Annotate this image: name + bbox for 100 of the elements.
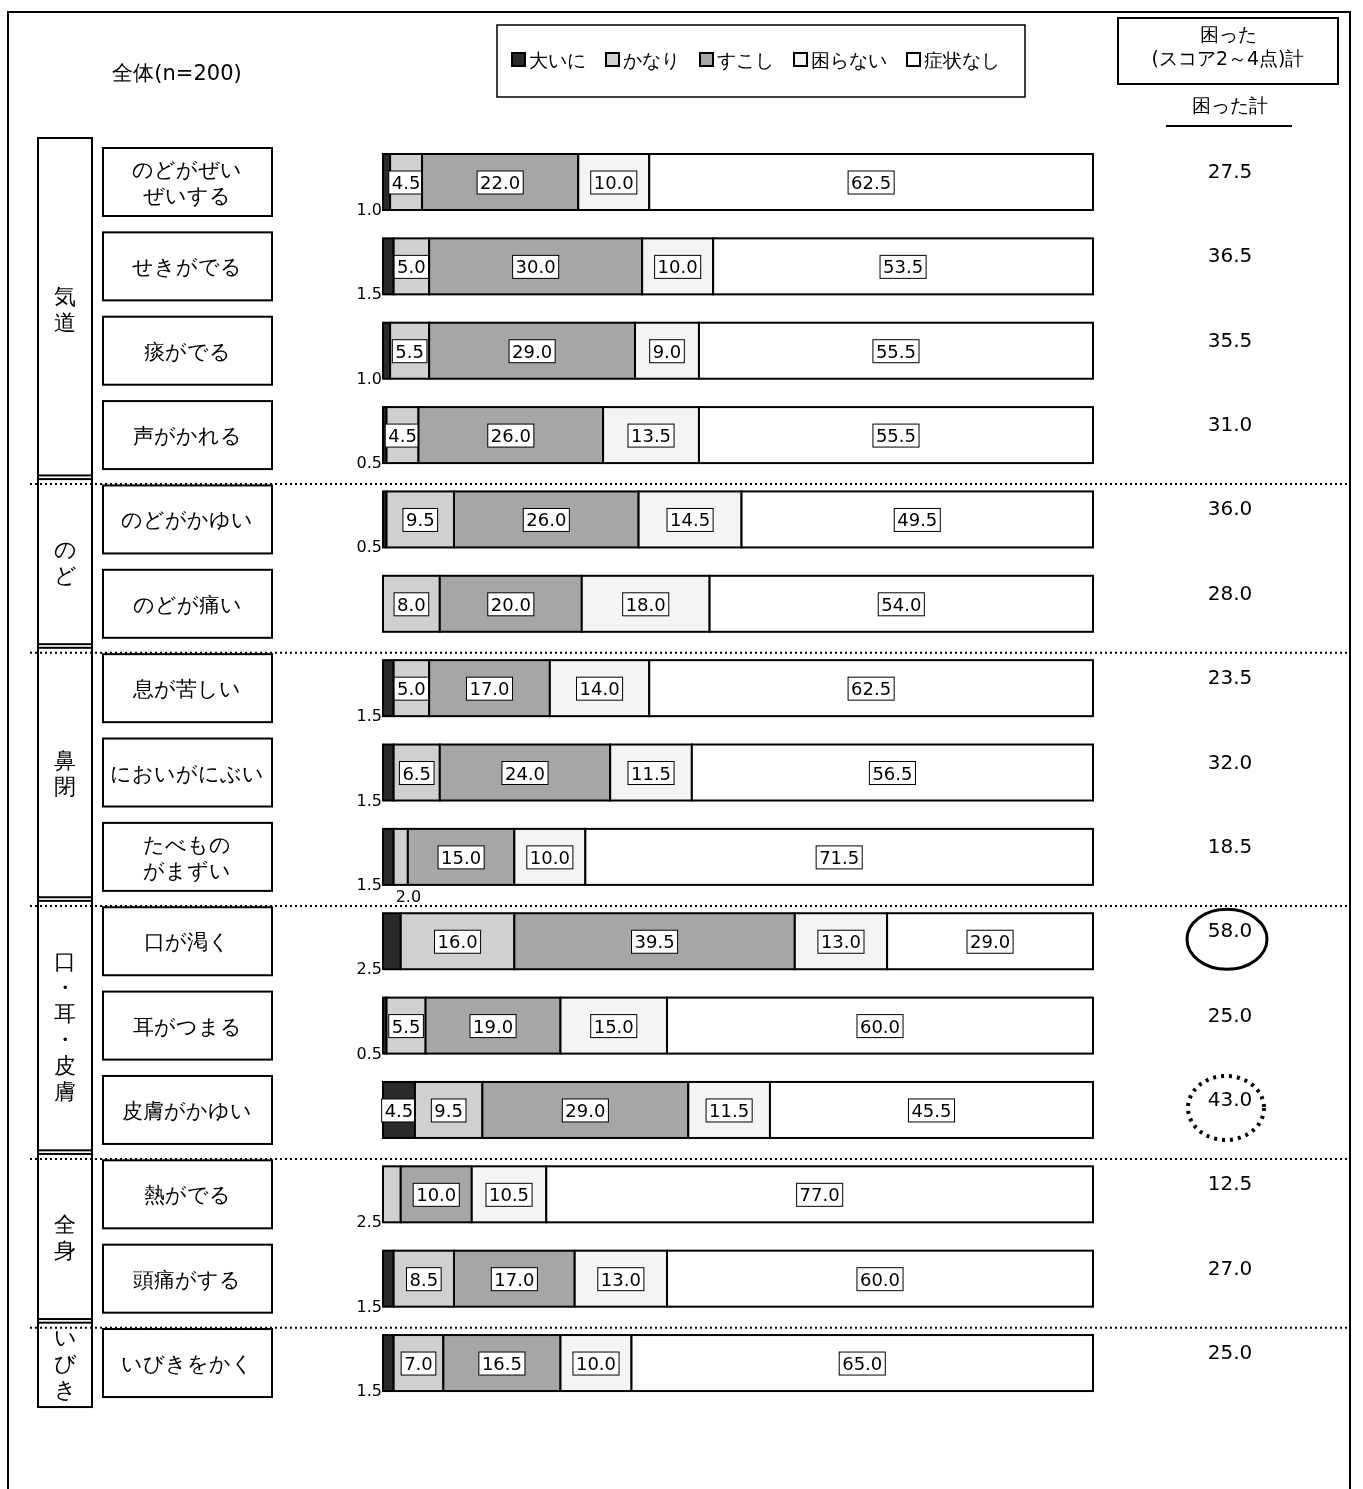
data-label: 29.0 — [970, 931, 1011, 953]
y-tick-label: においがにぶい — [110, 761, 264, 786]
data-label: 2.5 — [356, 959, 382, 979]
data-label: 6.5 — [402, 762, 432, 784]
y-tick-label: せきがでる — [132, 255, 242, 280]
data-label: 4.5 — [391, 172, 421, 193]
data-label: 14.5 — [670, 509, 711, 531]
data-label: 10.0 — [657, 256, 698, 278]
data-label: 60.0 — [859, 1015, 901, 1037]
data-label: 17.0 — [469, 678, 510, 700]
data-label: 10.0 — [529, 846, 570, 868]
y-tick-label: 声がかれる — [132, 424, 242, 449]
y-tick-label: 息が苦しい — [132, 677, 241, 702]
data-label: 62.5 — [851, 172, 892, 193]
text: 35.5 — [1207, 327, 1253, 352]
data-label: 29.0 — [512, 340, 553, 362]
text: 36.0 — [1207, 496, 1253, 521]
y-tick-label: のどが痛い — [132, 592, 242, 617]
data-label: 5.5 — [395, 340, 424, 362]
text: 32.0 — [1207, 749, 1253, 774]
data-label: 9.5 — [405, 509, 435, 531]
text: 口・耳・皮膚 — [54, 948, 76, 1104]
text: 困った (スコア2～4点)計 — [1151, 23, 1305, 69]
data-label: 11.5 — [709, 1099, 750, 1121]
legend-label: すこし — [717, 49, 774, 71]
y-tick-label: たべものがまずい — [143, 832, 231, 883]
data-label: 5.5 — [391, 1015, 421, 1037]
legend-label: 症状なし — [924, 49, 1000, 71]
data-label: 10.0 — [575, 1353, 617, 1375]
text: 23.5 — [1207, 665, 1253, 690]
text: 31.0 — [1207, 412, 1253, 437]
data-label: 16.5 — [481, 1353, 522, 1375]
y-tick-label: 耳がつまる — [132, 1014, 242, 1039]
data-label: 62.5 — [851, 678, 892, 700]
data-label: 10.0 — [416, 1184, 457, 1206]
data-label: 39.5 — [634, 931, 675, 953]
data-label: 0.5 — [356, 537, 382, 557]
text: 困った計 — [1192, 94, 1268, 116]
data-label: 15.0 — [593, 1015, 634, 1037]
data-label: 0.5 — [356, 1043, 382, 1063]
data-label: 53.5 — [883, 256, 924, 278]
data-label: 1.0 — [356, 200, 382, 219]
text: 43.0 — [1207, 1086, 1253, 1111]
data-label: 1.5 — [356, 1296, 382, 1316]
data-label: 55.5 — [875, 340, 917, 362]
data-label: 14.0 — [579, 678, 620, 700]
data-label: 9.0 — [652, 340, 682, 362]
text: 28.0 — [1207, 580, 1253, 605]
y-tick-label: いびきをかく — [121, 1352, 253, 1377]
data-label: 1.5 — [356, 284, 382, 304]
data-label: 16.0 — [437, 931, 478, 953]
data-label: 8.0 — [397, 593, 426, 615]
data-label: 10.5 — [488, 1184, 530, 1206]
text: のど — [53, 536, 77, 588]
data-label: 49.5 — [897, 509, 938, 531]
data-label: 54.0 — [881, 593, 922, 615]
data-label: 5.0 — [397, 256, 426, 278]
data-label: 4.5 — [388, 425, 417, 447]
data-label: 65.0 — [842, 1353, 883, 1375]
y-tick-label: 口が渇く — [144, 930, 230, 955]
data-label: 56.5 — [872, 762, 913, 784]
text: いびき — [53, 1325, 77, 1403]
data-label: 1.0 — [356, 368, 382, 388]
legend-label: 困らない — [811, 49, 887, 71]
text: 全体(n=200) — [112, 61, 242, 85]
data-label: 30.0 — [515, 256, 556, 278]
legend-label: 大いに — [529, 49, 586, 71]
text: 18.5 — [1207, 833, 1253, 858]
y-tick-label: 痰がでる — [143, 339, 231, 364]
text: 27.0 — [1207, 1255, 1253, 1280]
data-label: 7.0 — [404, 1353, 433, 1375]
text: 鼻閉 — [54, 747, 76, 799]
data-label: 71.5 — [819, 846, 860, 868]
data-label: 1.5 — [356, 706, 382, 726]
data-label: 1.5 — [356, 874, 382, 894]
data-label: 13.5 — [630, 425, 672, 447]
text: 27.5 — [1207, 159, 1253, 183]
data-label: 13.0 — [820, 931, 861, 953]
data-label: 9.5 — [434, 1099, 463, 1121]
text: 25.0 — [1207, 1340, 1253, 1365]
data-label: 8.5 — [409, 1268, 439, 1290]
y-tick-label: 頭痛がする — [133, 1267, 241, 1292]
y-tick-label: 熱がでる — [143, 1183, 231, 1208]
data-label: 26.0 — [526, 509, 567, 531]
data-label: 1.5 — [356, 1381, 382, 1401]
y-tick-label: 皮膚がかゆい — [122, 1098, 252, 1123]
data-label: 0.5 — [356, 453, 382, 473]
data-label: 45.5 — [911, 1099, 952, 1121]
text: 全身 — [54, 1211, 76, 1263]
data-label: 15.0 — [441, 846, 482, 868]
data-label: 4.5 — [384, 1099, 414, 1121]
text: 58.0 — [1207, 918, 1253, 943]
data-label: 2.5 — [356, 1212, 382, 1232]
data-label: 2.0 — [395, 886, 422, 906]
data-label: 20.0 — [490, 593, 531, 615]
text: 25.0 — [1207, 1002, 1253, 1027]
text: 36.5 — [1207, 243, 1253, 268]
data-label: 22.0 — [480, 172, 521, 193]
data-label: 29.0 — [565, 1099, 606, 1121]
legend-label: かなり — [623, 49, 680, 71]
